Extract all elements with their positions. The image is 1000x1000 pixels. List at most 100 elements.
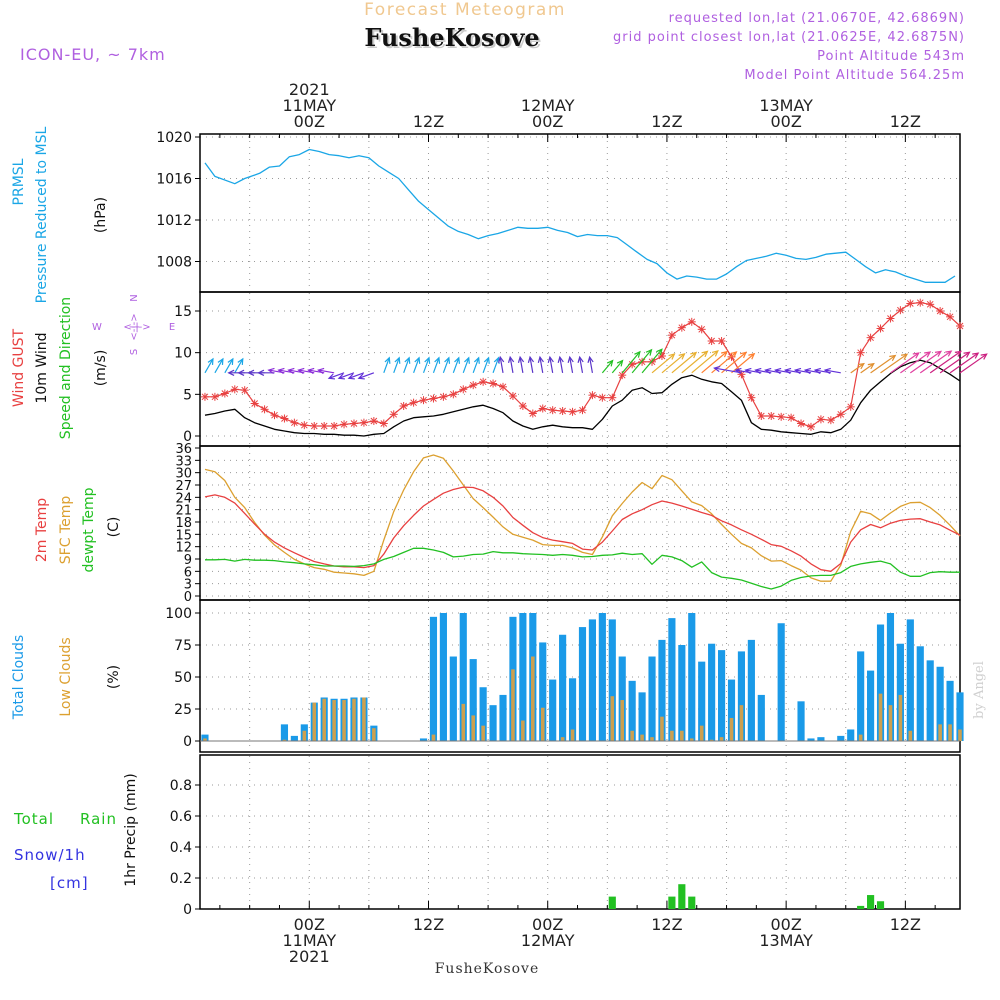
gust-marker xyxy=(240,386,249,395)
total-cloud-bar xyxy=(280,724,289,741)
wind-arrow xyxy=(601,359,614,374)
top-time-label: 12Z xyxy=(651,112,682,131)
temperature-ytick-label: 6 xyxy=(184,565,192,580)
wind-arrow xyxy=(880,353,909,374)
low-cloud-bar xyxy=(699,725,704,741)
gust-marker xyxy=(508,392,517,400)
wind-arrow xyxy=(587,355,594,373)
total-cloud-bar xyxy=(926,660,934,741)
temperature-ytick-label: 36 xyxy=(175,442,192,457)
bottom-time-label: 12Z xyxy=(890,915,921,934)
wind-arrow xyxy=(567,355,574,373)
temperature-ytick-label: 24 xyxy=(175,491,192,506)
gust-marker xyxy=(459,385,468,394)
sfc-temp-label: SFC Temp xyxy=(58,496,74,565)
low-cloud-bar xyxy=(203,738,207,741)
gust-marker xyxy=(518,402,527,410)
wind-arrow xyxy=(472,356,480,374)
wind-arrow xyxy=(234,357,244,374)
low-cloud-bar xyxy=(948,724,952,741)
rain-bar xyxy=(876,901,885,909)
low-cloud-bar xyxy=(282,739,287,741)
total-rain-label-1: Total xyxy=(13,810,54,828)
wind-arrow xyxy=(713,365,742,374)
total-rain-label-2: Rain xyxy=(80,810,117,828)
requested-coords: requested lon,lat (21.0670E, 42.6869N) xyxy=(669,11,965,26)
total-cloud-bar xyxy=(459,613,467,741)
gust-marker xyxy=(548,406,557,415)
model-altitude: Model Point Altitude 564.25m xyxy=(744,68,965,83)
low-cloud-bar xyxy=(620,700,625,741)
wind-arrow xyxy=(577,355,584,373)
wind-arrow xyxy=(929,350,962,374)
clouds-ytick-label: 100 xyxy=(165,606,192,622)
precipitation-ytick-label: 0 xyxy=(183,902,192,918)
temperature-ytick-label: 3 xyxy=(184,578,192,593)
low-cloud-bar xyxy=(709,739,714,741)
gust-marker xyxy=(757,412,766,420)
top-time-label: 2021 xyxy=(289,80,330,99)
pressure-ytick-label: 1016 xyxy=(156,172,192,188)
gust-marker xyxy=(270,411,279,420)
low-cloud-bar xyxy=(958,729,962,741)
rain-bar xyxy=(857,905,865,909)
low-cloud-bar xyxy=(511,669,515,741)
total-cloud-bar xyxy=(737,651,746,741)
wind-direction-label: Speed and Direction xyxy=(58,297,74,439)
chart-title: Forecast Meteogram xyxy=(364,0,566,20)
compass-south: S xyxy=(129,349,140,355)
temp2m-label: 2m Temp xyxy=(34,498,50,562)
gust-marker xyxy=(797,419,806,428)
low-cloud-bar xyxy=(680,730,684,741)
gust-marker xyxy=(846,402,855,411)
total-cloud-bar xyxy=(549,679,557,741)
gust-marker xyxy=(667,331,676,340)
gust-marker xyxy=(379,419,388,428)
total-cloud-bar xyxy=(559,634,567,741)
pressure-panel: 1008 1012 1016 1020 xyxy=(156,130,961,293)
gust-marker xyxy=(906,299,915,308)
clouds-unit: (%) xyxy=(106,665,122,689)
gust-marker xyxy=(687,317,696,326)
top-time-label: 12MAY xyxy=(521,96,575,115)
wind-arrow xyxy=(498,355,505,373)
wind-arrow xyxy=(347,372,365,380)
wind-arrow xyxy=(537,355,544,373)
wind-arrow xyxy=(482,356,490,374)
total-cloud-bar xyxy=(479,687,487,741)
gust-marker xyxy=(300,421,309,430)
gust-marker xyxy=(598,393,607,402)
total-clouds-label: Total Clouds xyxy=(11,635,27,720)
total-cloud-bar xyxy=(638,692,646,741)
gust-marker xyxy=(866,333,875,342)
temp-unit: (C) xyxy=(106,517,122,538)
total-cloud-bar xyxy=(419,738,428,741)
dewpt-temp-line xyxy=(205,547,960,590)
total-cloud-bar xyxy=(906,619,914,741)
pressure-ytick-label: 1012 xyxy=(156,213,192,229)
gust-marker xyxy=(787,413,796,422)
wind-arrow xyxy=(919,350,953,374)
compass-north: N xyxy=(129,294,140,301)
total-cloud-bar xyxy=(896,643,904,741)
total-cloud-bar xyxy=(698,661,706,741)
gust-marker xyxy=(946,312,955,321)
compass-ns-arrow: <-|-> xyxy=(129,313,140,340)
gust-marker xyxy=(230,385,239,394)
wind-arrow xyxy=(681,350,709,374)
total-cloud-bar xyxy=(916,646,924,741)
wind-arrow xyxy=(432,356,441,374)
top-time-label: 12Z xyxy=(413,112,444,131)
gust-marker xyxy=(250,399,259,408)
low-cloud-bar xyxy=(610,696,615,741)
pressure-unit: (hPa) xyxy=(93,197,109,233)
low-cloud-bar xyxy=(878,693,883,741)
dewpt-label: dewpt Temp xyxy=(81,487,97,572)
gust-marker xyxy=(489,379,498,388)
total-cloud-bar xyxy=(668,618,676,741)
wind-arrow xyxy=(631,348,653,374)
wind-arrow xyxy=(860,362,875,374)
low-cloud-bar xyxy=(302,730,307,741)
gust-marker xyxy=(389,410,398,419)
temperature-ytick-label: 15 xyxy=(175,528,192,543)
